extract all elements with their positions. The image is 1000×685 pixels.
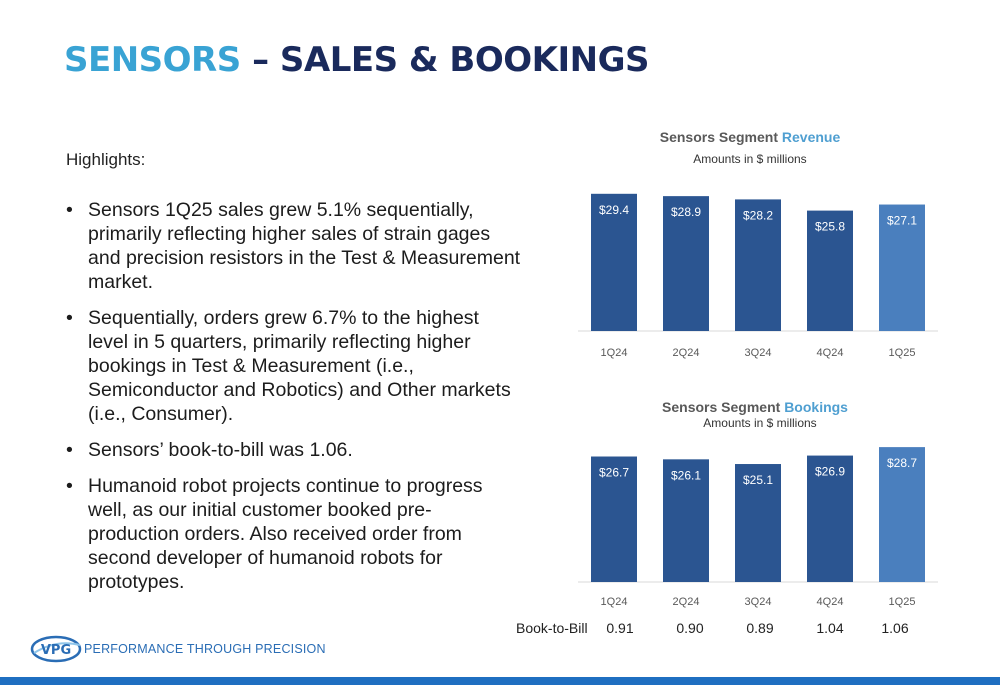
bookings-chart-subtitle: Amounts in $ millions xyxy=(703,416,816,430)
book-to-bill-value: 1.04 xyxy=(816,620,844,636)
x-tick-label: 2Q24 xyxy=(673,347,700,359)
data-label: $26.9 xyxy=(815,465,845,479)
x-tick-label: 3Q24 xyxy=(745,347,772,359)
highlight-item: • Sensors 1Q25 sales grew 5.1% sequential… xyxy=(66,198,521,294)
data-label: $26.1 xyxy=(671,468,701,482)
highlight-text: Sensors 1Q25 sales grew 5.1% sequentiall… xyxy=(88,199,521,293)
data-label: $25.8 xyxy=(815,220,845,234)
data-label: $26.7 xyxy=(599,466,629,480)
data-label: $25.1 xyxy=(743,473,773,487)
bar-1Q25 xyxy=(879,204,925,331)
data-label: $28.9 xyxy=(671,205,701,219)
revenue-bars: $29.4 1Q24 $28.9 2Q24 $28.2 3Q24 $25.8 4Q24 $27.… xyxy=(591,193,925,359)
data-label: $29.4 xyxy=(599,203,629,217)
highlights-list: • Sensors 1Q25 sales grew 5.1% sequential… xyxy=(66,198,521,606)
bookings-chart-title: Sensors Segment Bookings xyxy=(662,399,848,415)
highlight-text: Sequentially, orders grew 6.7% to the hi… xyxy=(88,307,511,425)
x-tick-label: 1Q25 xyxy=(889,596,916,608)
data-label: $27.1 xyxy=(887,214,917,228)
book-to-bill-value: 0.91 xyxy=(606,620,634,636)
x-tick-label: 1Q24 xyxy=(601,347,628,359)
tagline: PERFORMANCE THROUGH PRECISION xyxy=(84,642,326,656)
x-tick-label: 2Q24 xyxy=(673,596,700,608)
x-tick-label: 3Q24 xyxy=(745,596,772,608)
highlight-text: Humanoid robot projects continue to prog… xyxy=(88,475,483,593)
bar-3Q24 xyxy=(735,464,781,582)
chart-title-accent: Revenue xyxy=(782,129,841,145)
logo-text: VPG xyxy=(41,643,71,658)
bar-2Q24 xyxy=(663,196,709,331)
bullet-glyph: • xyxy=(66,307,73,329)
bullet-glyph: • xyxy=(66,199,73,221)
book-to-bill-value: 0.90 xyxy=(676,620,704,636)
bar-4Q24 xyxy=(807,210,853,331)
title-rest: – SALES & BOOKINGS xyxy=(240,40,649,80)
bookings-chart: Sensors Segment Bookings Amounts in $ mi… xyxy=(578,399,938,608)
bar-1Q25 xyxy=(879,447,925,582)
revenue-chart-subtitle: Amounts in $ millions xyxy=(693,152,806,166)
book-to-bill-value: 1.06 xyxy=(881,620,909,636)
book-to-bill-label: Book-to-Bill xyxy=(516,620,588,636)
highlight-item: • Sequentially, orders grew 6.7% to the h… xyxy=(66,306,521,426)
x-tick-label: 4Q24 xyxy=(817,347,844,359)
bar-4Q24 xyxy=(807,455,853,582)
bullet-glyph: • xyxy=(66,475,73,497)
bar-1Q24 xyxy=(591,456,637,582)
bookings-bars: $26.7 1Q24 $26.1 2Q24 $25.1 3Q24 $26.9 4Q24 $28.… xyxy=(591,447,925,608)
bullet-glyph: • xyxy=(66,439,73,461)
book-to-bill-value: 0.89 xyxy=(746,620,774,636)
page-title: SENSORS – SALES & BOOKINGS xyxy=(64,40,649,80)
bar-2Q24 xyxy=(663,459,709,582)
highlight-text: Sensors’ book-to-bill was 1.06. xyxy=(88,439,353,461)
highlights-label: Highlights: xyxy=(66,150,146,169)
highlight-item: • Sensors’ book-to-bill was 1.06. xyxy=(66,438,521,462)
chart-title-accent: Bookings xyxy=(784,399,848,415)
data-label: $28.2 xyxy=(743,208,773,222)
highlight-item: • Humanoid robot projects continue to pro… xyxy=(66,474,521,594)
chart-title-prefix: Sensors Segment xyxy=(660,129,782,145)
title-segment-name: SENSORS xyxy=(64,40,241,80)
bar-1Q24 xyxy=(591,193,637,331)
x-tick-label: 1Q25 xyxy=(889,347,916,359)
x-tick-label: 1Q24 xyxy=(601,596,628,608)
revenue-chart-title: Sensors Segment Revenue xyxy=(660,129,841,145)
bottom-accent-bar xyxy=(0,677,1000,685)
x-tick-label: 4Q24 xyxy=(817,596,844,608)
chart-title-prefix: Sensors Segment xyxy=(662,399,784,415)
revenue-chart: Sensors Segment Revenue Amounts in $ mil… xyxy=(578,129,938,359)
bar-3Q24 xyxy=(735,199,781,331)
vpg-logo: VPG xyxy=(30,635,82,663)
data-label: $28.7 xyxy=(887,456,917,470)
